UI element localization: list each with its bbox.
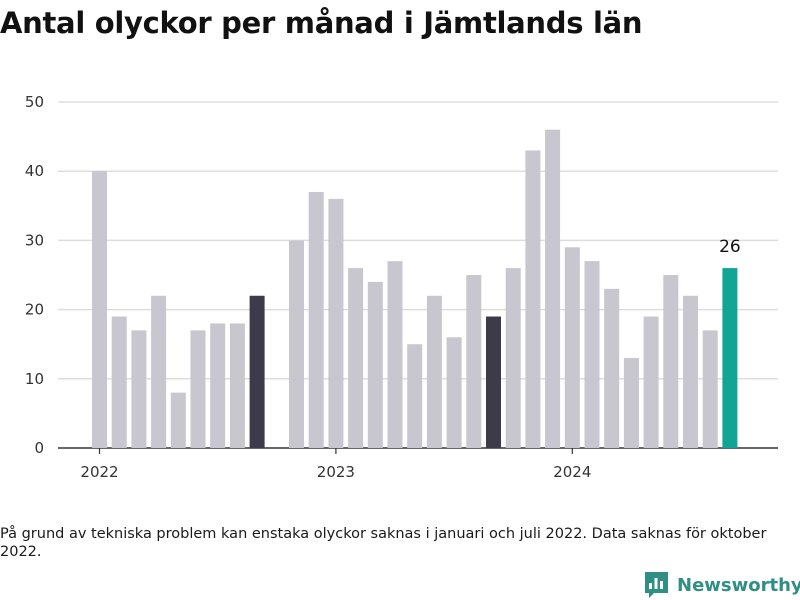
y-tick-label: 30 bbox=[25, 231, 44, 249]
bar-2023-09 bbox=[486, 316, 501, 448]
bar-2023-11 bbox=[525, 150, 541, 448]
x-tick-label: 2024 bbox=[553, 463, 591, 481]
y-tick-label: 40 bbox=[25, 162, 44, 180]
bar-2023-03 bbox=[367, 281, 383, 448]
bar-2023-07 bbox=[446, 337, 462, 448]
tick-labels: 0 10 20 30 40 50 26 2022 2023 2024 bbox=[25, 93, 741, 481]
bar-2023-08 bbox=[466, 275, 482, 448]
bar-2023-01 bbox=[328, 198, 344, 448]
y-tick-label: 20 bbox=[25, 301, 44, 319]
bar-2023-02 bbox=[348, 268, 364, 448]
bar-2023-10 bbox=[505, 268, 521, 448]
bar-2022-01 bbox=[92, 171, 107, 448]
bar-2022-11 bbox=[289, 240, 304, 448]
bar-2022-03 bbox=[131, 330, 147, 448]
bar-2023-12 bbox=[545, 129, 561, 448]
bar-2024-05 bbox=[643, 316, 659, 448]
y-tick-label: 50 bbox=[25, 93, 44, 111]
bar-2022-06 bbox=[190, 330, 206, 448]
bar-2024-04 bbox=[623, 358, 639, 448]
bar-2024-07 bbox=[683, 295, 698, 448]
bar-2023-04 bbox=[387, 261, 403, 448]
brand-name: Newsworthy bbox=[677, 574, 800, 596]
bar-2024-08 bbox=[702, 330, 718, 448]
bar-2023-05 bbox=[407, 344, 423, 448]
bar-2022-12 bbox=[308, 191, 324, 448]
bar-2022-07 bbox=[210, 323, 226, 448]
bars bbox=[92, 129, 738, 448]
x-tick-label: 2023 bbox=[317, 463, 355, 481]
bar-2022-04 bbox=[151, 295, 167, 448]
bar-2022-09 bbox=[249, 295, 265, 448]
bar-2024-09 bbox=[722, 268, 738, 448]
footnote: På grund av tekniska problem kan enstaka… bbox=[0, 526, 767, 560]
bar-2024-01 bbox=[564, 247, 580, 448]
data-label: 26 bbox=[719, 237, 741, 257]
bar-2024-02 bbox=[584, 261, 600, 448]
bar-2023-06 bbox=[426, 295, 442, 448]
bar-2022-08 bbox=[229, 323, 245, 448]
bar-2022-02 bbox=[111, 316, 127, 448]
bar-2024-06 bbox=[663, 275, 679, 448]
y-tick-label: 0 bbox=[34, 439, 44, 457]
chart-title: Antal olyckor per månad i Jämtlands län bbox=[0, 6, 643, 40]
y-tick-label: 10 bbox=[25, 370, 44, 388]
bar-chart: 0 10 20 30 40 50 26 2022 2023 2024 bbox=[25, 93, 778, 481]
bar-2022-05 bbox=[170, 392, 186, 448]
bar-2024-03 bbox=[604, 288, 620, 448]
bar-chart-icon bbox=[645, 572, 668, 598]
x-tick-label: 2022 bbox=[80, 463, 118, 481]
brand-logo: Newsworthy bbox=[644, 570, 800, 600]
